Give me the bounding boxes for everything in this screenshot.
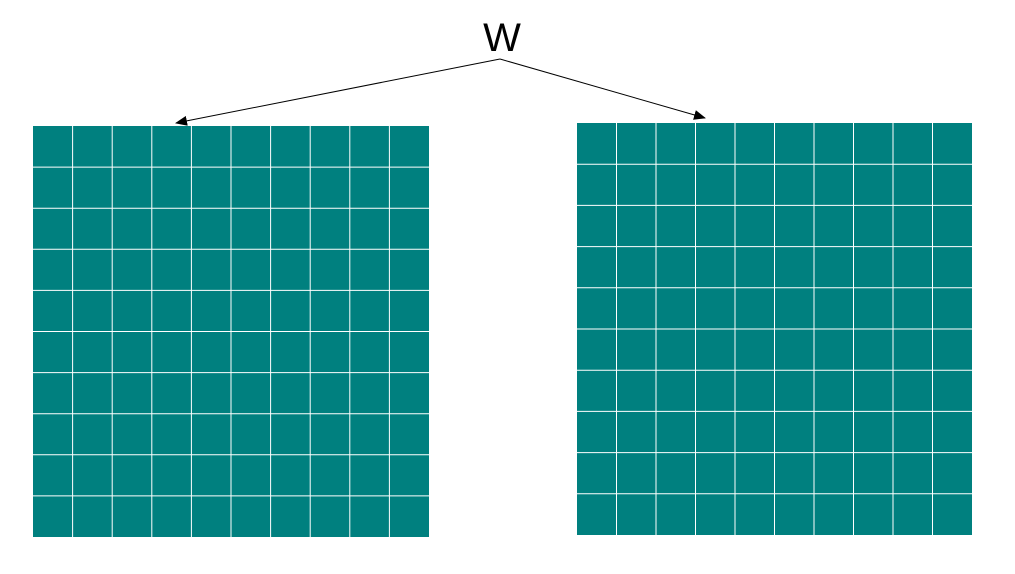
right-grid [577, 123, 972, 535]
left-grid [33, 126, 429, 537]
arrow-to-left-grid [175, 58, 501, 126]
weight-label: W [483, 16, 521, 60]
arrow-to-right-grid [499, 58, 706, 120]
